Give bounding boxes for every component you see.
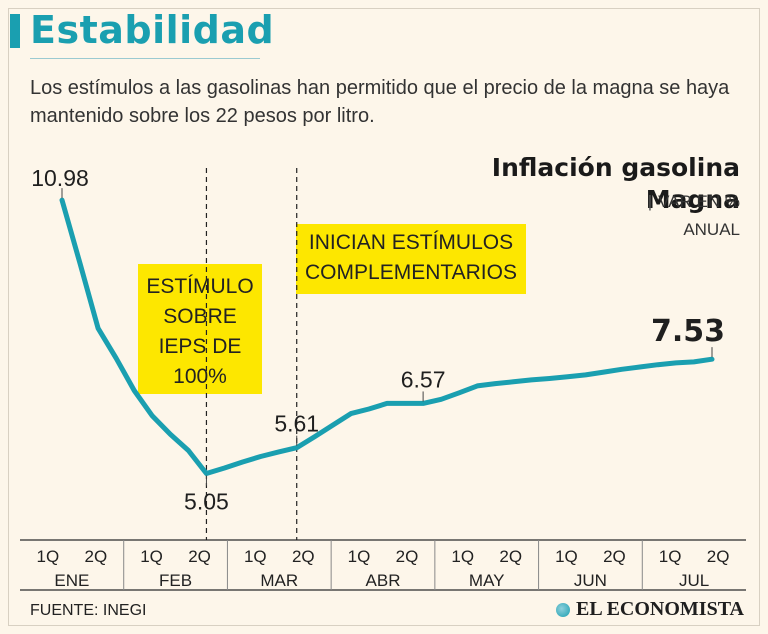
subtitle: Los estímulos a las gasolinas han permit… <box>30 77 730 127</box>
data-point <box>242 461 244 463</box>
legend-title: Inflación gasolina Magna <box>492 152 740 216</box>
data-point <box>711 358 713 360</box>
x-tick-label-half: 1Q <box>140 547 163 566</box>
data-label: 5.05 <box>184 489 229 515</box>
data-label: 10.98 <box>31 165 89 191</box>
data-point <box>549 378 550 380</box>
x-tick-label-month: JUN <box>574 571 607 590</box>
x-tick-label-half: 2Q <box>292 547 315 566</box>
data-point <box>512 381 514 383</box>
data-point <box>530 379 532 381</box>
x-tick-label-half: 1Q <box>659 547 682 566</box>
annotation-box-ieps-line: IEPS DE <box>158 335 242 358</box>
data-point <box>386 402 388 404</box>
data-point <box>332 424 334 426</box>
x-tick-label-month: MAY <box>469 571 505 590</box>
annotation-box-complementarios-line: INICIAN ESTÍMULOS <box>308 231 514 254</box>
data-point <box>585 374 587 376</box>
x-tick-label-half: 1Q <box>451 547 474 566</box>
data-point <box>79 263 81 265</box>
data-point <box>476 385 478 387</box>
data-point <box>494 383 496 385</box>
data-point <box>97 327 99 329</box>
x-tick-label-half: 2Q <box>396 547 419 566</box>
legend-title-line2: Magna <box>645 185 740 214</box>
data-point <box>404 402 406 404</box>
x-tick-label-half: 2Q <box>603 547 626 566</box>
data-point <box>314 436 316 438</box>
source-note: FUENTE: INEGI <box>30 602 147 619</box>
data-point <box>567 376 569 378</box>
data-label: 6.57 <box>401 366 446 392</box>
x-tick-label-half: 1Q <box>244 547 267 566</box>
annotation-box-ieps-line: ESTÍMULO <box>146 275 254 298</box>
x-tick-label-month: JUL <box>679 571 709 590</box>
publisher-logo: EL ECONOMISTA <box>556 598 744 621</box>
data-point <box>657 364 659 366</box>
data-point <box>639 366 641 368</box>
legend-divider: | <box>647 192 653 211</box>
data-point <box>675 362 677 364</box>
data-point <box>422 402 424 404</box>
data-point <box>224 467 225 469</box>
legend-unit: | VAR EN % ANUAL <box>644 188 740 244</box>
annotation-box-ieps-line: 100% <box>173 365 227 388</box>
x-tick-label-month: ENE <box>54 571 89 590</box>
annotation-box-complementarios-line: COMPLEMENTARIOS <box>305 261 517 284</box>
data-point <box>151 415 153 417</box>
x-tick-label-half: 2Q <box>85 547 108 566</box>
data-point <box>169 433 171 435</box>
data-point <box>133 390 135 392</box>
x-tick-label-half: 2Q <box>707 547 730 566</box>
x-tick-label-month: MAR <box>260 571 298 590</box>
data-point <box>693 361 695 363</box>
data-point <box>61 199 63 201</box>
data-point <box>260 455 262 457</box>
data-point <box>350 413 352 415</box>
data-point <box>458 392 460 394</box>
annotation-box-ieps-line: SOBRE <box>163 305 237 328</box>
x-tick-label-month: ABR <box>366 571 401 590</box>
annotation-box-complementarios: INICIAN ESTÍMULOS COMPLEMENTARIOS <box>296 224 526 294</box>
chart-frame <box>8 8 760 626</box>
data-point <box>205 473 207 475</box>
data-label: 5.61 <box>274 411 319 437</box>
publisher-name: EL ECONOMISTA <box>576 598 744 620</box>
title-underline <box>30 58 260 59</box>
legend-unit-line2: ANUAL <box>683 220 740 239</box>
data-point <box>115 357 117 359</box>
data-point <box>296 447 298 449</box>
data-label: 7.53 <box>651 314 725 349</box>
x-tick-label-half: 1Q <box>348 547 371 566</box>
data-point <box>440 398 442 400</box>
title-accent-bar <box>10 14 20 48</box>
x-tick-label-half: 1Q <box>555 547 578 566</box>
x-tick-label-half: 2Q <box>188 547 211 566</box>
legend-unit-line1: VAR EN % <box>658 192 740 211</box>
data-point <box>278 451 280 453</box>
data-point <box>603 371 605 373</box>
series-line <box>59 197 715 476</box>
x-tick-label-month: FEB <box>159 571 192 590</box>
x-tick-label-half: 2Q <box>499 547 522 566</box>
data-point <box>621 368 623 370</box>
legend-title-line1: Inflación gasolina <box>491 153 740 182</box>
globe-icon <box>556 602 570 617</box>
x-tick-label-half: 1Q <box>37 547 60 566</box>
data-point <box>187 449 189 451</box>
page-title: Estabilidad <box>30 8 275 52</box>
annotation-box-ieps: ESTÍMULO SOBRE IEPS DE 100% <box>138 264 262 394</box>
data-point <box>368 408 370 410</box>
